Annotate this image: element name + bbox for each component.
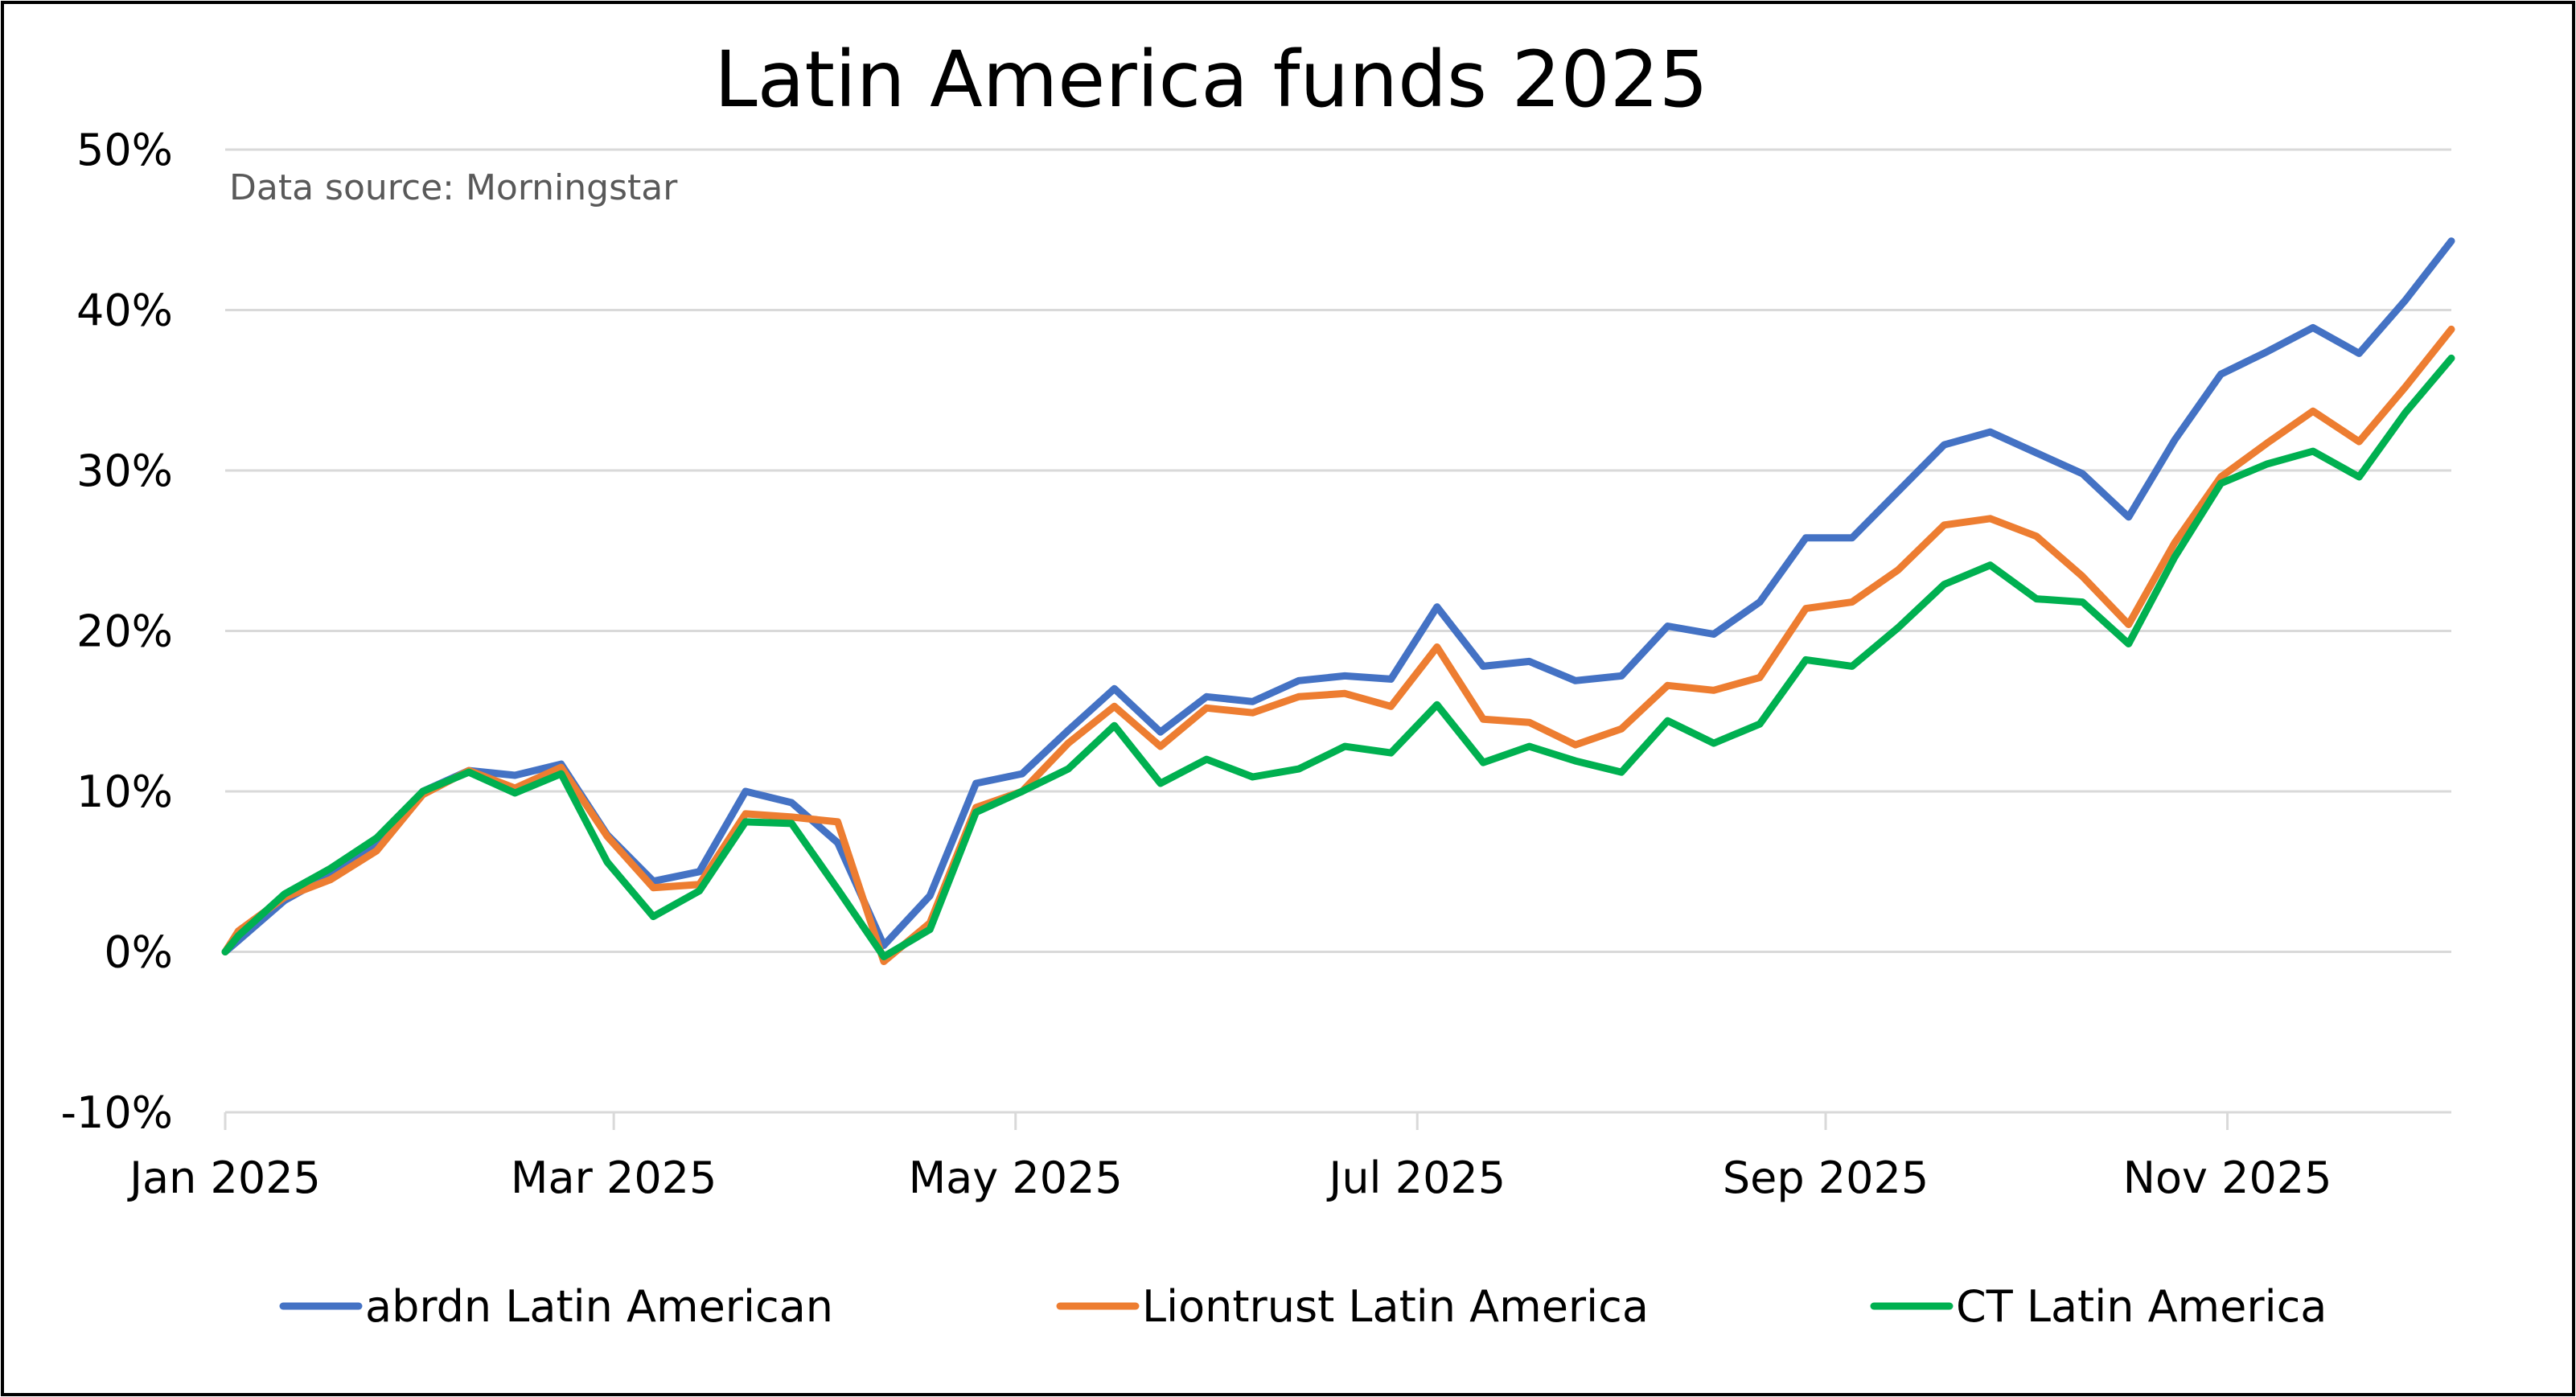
- y-tick-label: 30%: [76, 446, 173, 496]
- y-tick-label: 50%: [76, 125, 173, 175]
- y-tick-label: 0%: [104, 927, 173, 978]
- series-lines: [221, 237, 2455, 965]
- y-axis: -10% 0% 10% 20% 30% 40% 50%: [60, 125, 173, 1138]
- legend: abrdn Latin American Liontrust Latin Amer…: [279, 1281, 2327, 1332]
- x-tick-label: May 2025: [909, 1153, 1123, 1203]
- series-line-2: [221, 354, 2455, 960]
- legend-label: abrdn Latin American: [365, 1281, 833, 1332]
- y-tick-label: -10%: [60, 1087, 173, 1138]
- legend-label: CT Latin America: [1956, 1281, 2327, 1332]
- chart-title: Latin America funds 2025: [714, 35, 1708, 125]
- legend-label: Liontrust Latin America: [1142, 1281, 1649, 1332]
- y-tick-label: 20%: [76, 606, 173, 657]
- x-tick-label: Jul 2025: [1326, 1153, 1506, 1203]
- x-tick-label: Jan 2025: [127, 1153, 321, 1203]
- x-tick-label: Sep 2025: [1723, 1153, 1929, 1203]
- y-tick-label: 40%: [76, 286, 173, 336]
- x-tick-label: Nov 2025: [2123, 1153, 2332, 1203]
- data-source-note: Data source: Morningstar: [229, 167, 678, 208]
- series-line-1: [221, 325, 2455, 965]
- y-tick-label: 10%: [76, 766, 173, 817]
- x-tick-label: Mar 2025: [511, 1153, 717, 1203]
- x-axis: Jan 2025 Mar 2025 May 2025 Jul 2025 Sep 2025…: [127, 1111, 2451, 1203]
